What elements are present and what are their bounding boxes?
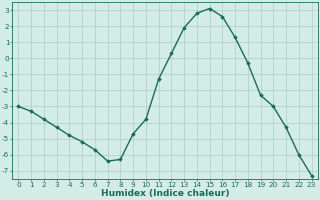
X-axis label: Humidex (Indice chaleur): Humidex (Indice chaleur) [101,189,229,198]
